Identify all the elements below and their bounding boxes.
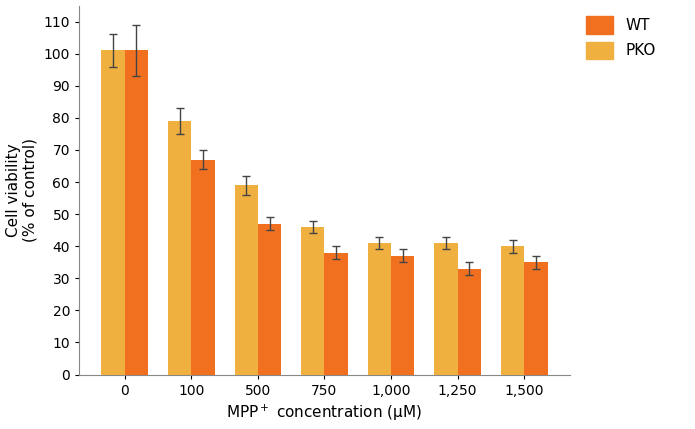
X-axis label: MPP$^+$ concentration (μM): MPP$^+$ concentration (μM) bbox=[227, 403, 423, 423]
Bar bbox=[301, 227, 325, 375]
Y-axis label: Cell viability
(% of control): Cell viability (% of control) bbox=[6, 138, 38, 242]
Bar bbox=[368, 243, 391, 375]
Bar bbox=[325, 253, 348, 375]
Bar bbox=[191, 160, 215, 375]
Bar bbox=[524, 262, 548, 375]
Legend: WT, PKO: WT, PKO bbox=[582, 13, 659, 62]
Bar bbox=[124, 51, 148, 375]
Bar bbox=[101, 51, 124, 375]
Bar bbox=[458, 269, 481, 375]
Bar bbox=[168, 121, 191, 375]
Bar bbox=[391, 256, 414, 375]
Bar bbox=[258, 224, 281, 375]
Bar bbox=[501, 246, 524, 375]
Bar bbox=[434, 243, 458, 375]
Bar bbox=[234, 185, 258, 375]
